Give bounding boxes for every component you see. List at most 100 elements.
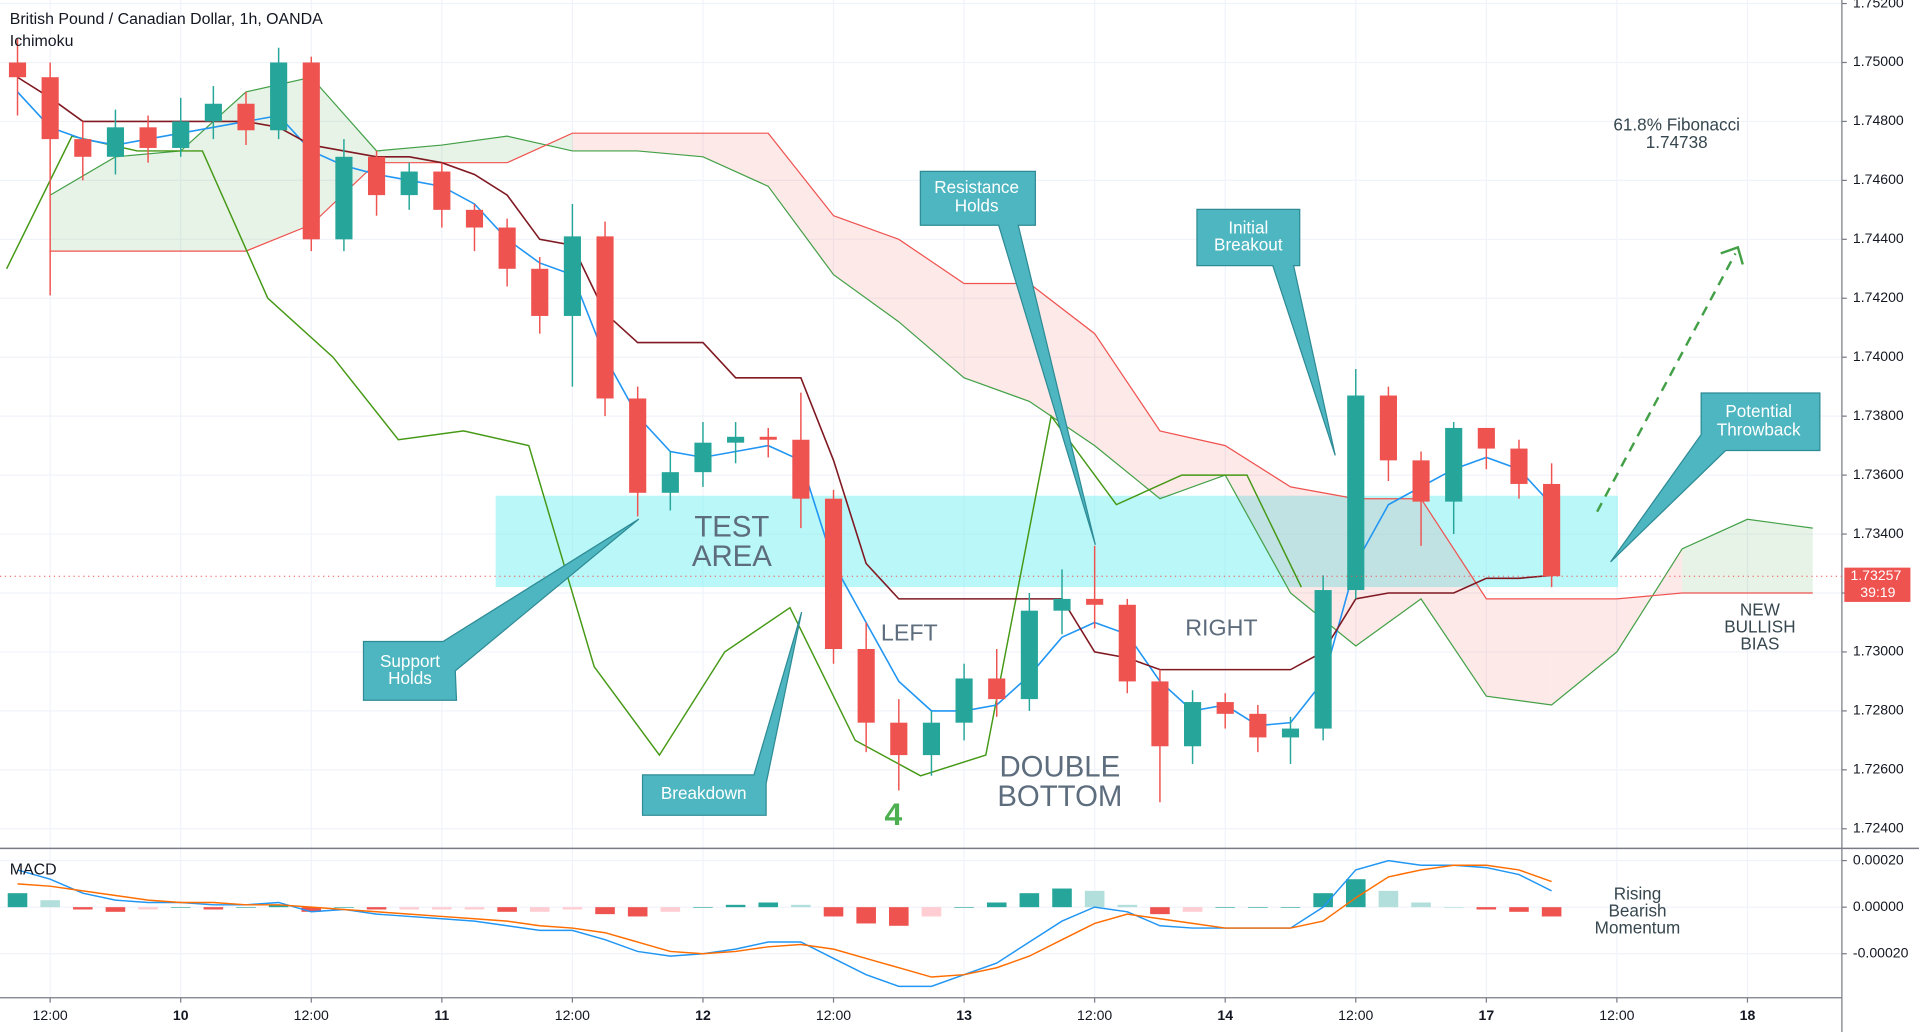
callout-text: Potential bbox=[1725, 401, 1792, 421]
annotation-text: BOTTOM bbox=[997, 780, 1122, 813]
annotation-text: LEFT bbox=[881, 619, 938, 645]
candle-body bbox=[857, 648, 875, 723]
x-tick-label: 11 bbox=[434, 1007, 449, 1023]
histogram-bar bbox=[986, 902, 1007, 908]
countdown-label: 39:19 bbox=[1860, 584, 1895, 600]
x-tick-label: 12:00 bbox=[555, 1007, 590, 1023]
histogram-bar bbox=[1150, 907, 1170, 915]
candle-body bbox=[1216, 702, 1234, 714]
candle-body bbox=[1347, 395, 1365, 591]
candle-body bbox=[563, 236, 581, 316]
annotation-text: BIAS bbox=[1740, 634, 1779, 654]
cloud-segment bbox=[1486, 598, 1552, 705]
candle-body bbox=[955, 678, 973, 723]
callout-text: Initial bbox=[1228, 217, 1268, 237]
y-tick-label: 1.74400 bbox=[1853, 230, 1904, 246]
candle-body bbox=[1445, 427, 1463, 502]
cloud-segment bbox=[572, 133, 638, 151]
annotation-text: RIGHT bbox=[1185, 614, 1257, 640]
candle-body bbox=[1086, 598, 1104, 605]
candle-body bbox=[629, 398, 647, 493]
histogram-bar bbox=[954, 907, 974, 908]
candle-body bbox=[172, 121, 190, 148]
zone-layer bbox=[495, 495, 1618, 588]
cloud-segment bbox=[115, 150, 181, 252]
callout-text: Support bbox=[380, 651, 440, 671]
candle-body bbox=[1053, 598, 1071, 611]
candle-body bbox=[759, 436, 777, 440]
histogram-bar bbox=[1509, 907, 1529, 912]
projection-arrow-head bbox=[1720, 245, 1744, 265]
histogram-bar bbox=[562, 907, 583, 910]
x-tick-label: 12:00 bbox=[1338, 1007, 1373, 1023]
y-tick-label: 1.73000 bbox=[1853, 643, 1904, 659]
y-tick-label: 1.73400 bbox=[1853, 525, 1904, 541]
cloud-segment bbox=[1747, 519, 1813, 593]
candle-body bbox=[1020, 610, 1038, 700]
annotation-text: AREA bbox=[692, 540, 772, 573]
candle-body bbox=[1510, 448, 1528, 484]
histogram-bar bbox=[432, 907, 452, 910]
annotation-text: Rising bbox=[1614, 883, 1662, 903]
candle-body bbox=[1412, 460, 1430, 502]
x-tick-label: 18 bbox=[1740, 1007, 1756, 1023]
cloud-segment bbox=[702, 133, 769, 187]
candle-body bbox=[1184, 702, 1202, 747]
histogram-bar bbox=[1019, 893, 1040, 908]
histogram-bar bbox=[791, 904, 811, 908]
y-tick-label: -0.00020 bbox=[1853, 944, 1909, 960]
candle-body bbox=[465, 209, 484, 228]
cloud-span-a bbox=[49, 76, 1813, 706]
histogram-bar bbox=[203, 907, 224, 910]
histogram-bar bbox=[301, 907, 322, 912]
histogram-bar bbox=[1378, 890, 1399, 908]
histogram-bar bbox=[497, 907, 517, 912]
candle-body bbox=[1281, 728, 1300, 738]
x-tick-label: 12:00 bbox=[33, 1007, 68, 1023]
y-tick-label: 1.72600 bbox=[1853, 761, 1904, 777]
callout bbox=[362, 518, 640, 701]
annotation-text: NEW bbox=[1740, 599, 1781, 619]
histogram-bar bbox=[627, 907, 648, 917]
y-tick-label: 1.75000 bbox=[1853, 53, 1904, 69]
callout-text: Holds bbox=[955, 195, 999, 215]
histogram-bar bbox=[334, 907, 354, 908]
candle-body bbox=[727, 436, 745, 443]
candle-body bbox=[204, 103, 222, 122]
candle-body bbox=[890, 722, 908, 756]
histogram-bar bbox=[1182, 907, 1203, 912]
cloud-segment bbox=[833, 215, 899, 322]
y-tick-label: 1.73800 bbox=[1853, 407, 1904, 423]
candle-body bbox=[433, 171, 451, 210]
x-tick-label: 17 bbox=[1479, 1007, 1495, 1023]
histogram-bar bbox=[725, 904, 746, 908]
candle-body bbox=[694, 442, 712, 473]
y-tick-label: 1.74200 bbox=[1853, 289, 1904, 305]
y-tick-label: 1.74600 bbox=[1853, 171, 1904, 187]
cloud-segment bbox=[245, 77, 312, 252]
lagging-span bbox=[5, 135, 1302, 777]
callout-text: Holds bbox=[388, 668, 432, 688]
histogram-bar bbox=[1215, 907, 1236, 908]
candle-body bbox=[41, 77, 59, 140]
histogram-bar bbox=[889, 907, 909, 926]
candle-body bbox=[1151, 681, 1169, 747]
x-tick-label: 12:00 bbox=[816, 1007, 851, 1023]
candle-body bbox=[1249, 713, 1267, 738]
histogram-bar bbox=[1052, 888, 1072, 908]
candle-body bbox=[498, 227, 516, 269]
y-tick-label: 1.74000 bbox=[1853, 348, 1904, 364]
histogram-bar bbox=[236, 907, 256, 908]
candle-body bbox=[531, 268, 549, 316]
fib-label: 61.8% Fibonacci bbox=[1613, 115, 1740, 135]
candle-body bbox=[74, 139, 92, 157]
cloud-segment bbox=[1551, 598, 1617, 705]
x-tick-label: 14 bbox=[1217, 1007, 1233, 1023]
candle-body bbox=[302, 62, 320, 240]
histogram-bar bbox=[1280, 907, 1301, 908]
callout-text: Throwback bbox=[1717, 419, 1801, 439]
x-tick-label: 13 bbox=[956, 1007, 972, 1023]
annotation-text: BULLISH bbox=[1724, 617, 1795, 637]
